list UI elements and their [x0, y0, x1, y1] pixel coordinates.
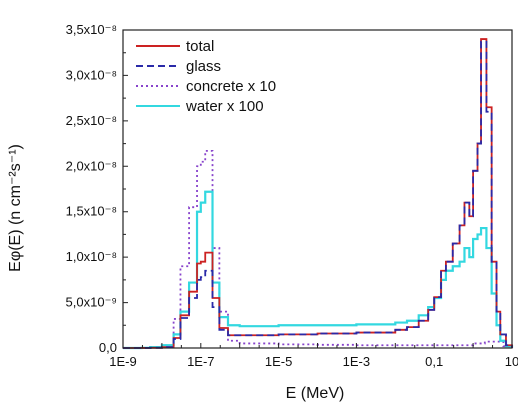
y-tick-label: 5,0x10⁻⁹: [66, 295, 117, 310]
y-tick-label: 3,0x10⁻⁸: [66, 67, 117, 82]
x-tick-label: 1E-5: [265, 354, 292, 369]
axes-layer: 1E-9 1E-7 1E-5 1E-3 0,1 10 0,0 5,0x10⁻⁹ 1,0x10⁻⁸…: [66, 22, 518, 369]
x-tick-label: 1E-3: [343, 354, 370, 369]
series-line-glass: [123, 40, 513, 349]
x-tick-label: 1E-7: [187, 354, 214, 369]
series-layer: [123, 38, 514, 350]
legend-label: concrete x 10: [186, 78, 276, 95]
x-axis-title: E (MeV): [286, 385, 345, 402]
y-tick-label: 1,5x10⁻⁸: [66, 204, 117, 219]
series-line-total: [123, 38, 513, 349]
x-tick-label: 0,1: [425, 354, 443, 369]
legend-label: water x 100: [185, 98, 264, 115]
legend-label: total: [186, 38, 214, 55]
y-tick-label: 1,0x10⁻⁸: [66, 249, 117, 264]
x-tick-label: 10: [505, 354, 518, 369]
y-axis-title: Eφ(E) (n cm⁻²s⁻¹): [7, 144, 24, 272]
y-tick-label: 0,0: [99, 340, 117, 355]
legend: total glass concrete x 10 water x 100: [136, 38, 276, 115]
x-tick-label: 1E-9: [109, 354, 136, 369]
y-tick-label: 3,5x10⁻⁸: [66, 22, 117, 37]
axis-ticks: [122, 29, 513, 349]
y-tick-label: 2,5x10⁻⁸: [66, 113, 117, 128]
y-tick-label: 2,0x10⁻⁸: [66, 158, 117, 173]
legend-label: glass: [186, 58, 221, 75]
